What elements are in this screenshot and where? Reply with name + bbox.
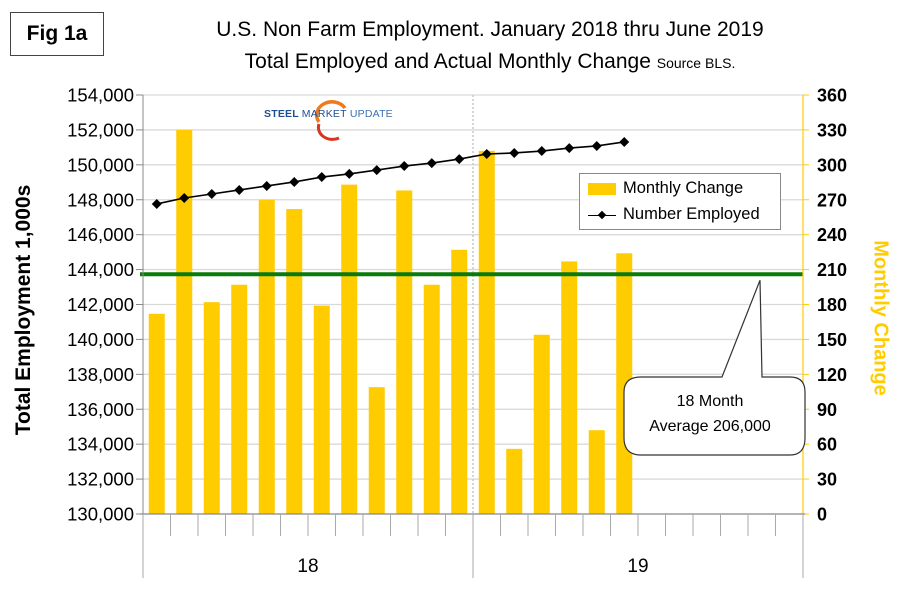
right-tick-label: 30: [817, 470, 837, 490]
bar-monthly-change: [176, 129, 193, 514]
legend-label: Monthly Change: [623, 179, 744, 197]
steel-market-update-logo: STEEL MARKET UPDATE: [264, 108, 393, 120]
bar-monthly-change: [533, 334, 550, 514]
line-marker-diamond: [591, 140, 602, 151]
line-marker-diamond: [454, 154, 465, 165]
bar-monthly-change: [451, 249, 468, 514]
figure-label: Fig 1a: [10, 12, 104, 56]
right-tick-label: 270: [817, 190, 847, 210]
left-tick-label: 134,000: [67, 434, 134, 455]
line-marker-diamond: [619, 136, 630, 147]
right-tick-label: 180: [817, 295, 847, 315]
line-marker-diamond: [536, 146, 547, 157]
bar-monthly-change: [478, 150, 495, 514]
left-tick-label: 140,000: [67, 329, 134, 350]
bar-monthly-change: [286, 209, 303, 515]
line-marker-diamond: [426, 158, 437, 169]
line-marker-diamond: [316, 172, 327, 183]
logo-word-market: MARKET: [301, 108, 347, 120]
chart-subtitle-text: Total Employed and Actual Monthly Change: [244, 50, 651, 73]
right-tick-label: 0: [817, 505, 827, 525]
x-group-label: 19: [627, 556, 648, 577]
legend: Monthly Change Number Employed: [579, 173, 781, 230]
right-tick-label: 330: [817, 120, 847, 140]
bar-monthly-change: [313, 305, 330, 514]
line-marker-diamond: [481, 149, 492, 160]
bar-monthly-change: [341, 184, 358, 514]
line-number-employed: [156, 141, 625, 205]
bar-monthly-change: [423, 284, 440, 514]
legend-line-diamond-icon: [588, 209, 616, 221]
line-marker-diamond: [234, 184, 245, 195]
left-tick-label: 144,000: [67, 259, 134, 280]
bar-monthly-change: [396, 190, 413, 514]
x-group-label: 18: [297, 556, 318, 577]
average-callout-text: 18 Month Average 206,000: [624, 389, 796, 439]
left-tick-label: 148,000: [67, 189, 134, 210]
chart-subtitle: Total Employed and Actual Monthly Change…: [140, 50, 840, 74]
line-marker-diamond: [371, 165, 382, 176]
line-marker-diamond: [179, 193, 190, 204]
callout-line-2: Average 206,000: [649, 418, 771, 435]
right-tick-label: 120: [817, 365, 847, 385]
right-tick-label: 240: [817, 225, 847, 245]
bar-monthly-change: [231, 284, 248, 514]
right-tick-label: 150: [817, 330, 847, 350]
line-marker-diamond: [151, 198, 162, 209]
bar-monthly-change: [148, 313, 165, 514]
left-tick-label: 132,000: [67, 469, 134, 490]
legend-item-monthly-change: Monthly Change: [588, 179, 743, 198]
line-marker-diamond: [261, 180, 272, 191]
logo-word-steel: STEEL: [264, 108, 299, 120]
line-marker-diamond: [289, 176, 300, 187]
line-marker-diamond: [344, 168, 355, 179]
left-tick-label: 152,000: [67, 119, 134, 140]
logo-word-update: UPDATE: [349, 108, 393, 120]
right-tick-label: 360: [817, 86, 847, 106]
bar-monthly-change: [258, 199, 275, 514]
average-callout-bubble: [623, 280, 806, 456]
logo-arc-icon: [316, 123, 340, 141]
legend-item-number-employed: Number Employed: [588, 205, 760, 224]
right-tick-label: 60: [817, 435, 837, 455]
source-note: Source BLS.: [656, 55, 736, 71]
callout-line-1: 18 Month: [676, 393, 744, 410]
bar-monthly-change: [506, 448, 523, 514]
legend-label: Number Employed: [623, 205, 760, 223]
left-tick-label: 146,000: [67, 224, 134, 245]
right-tick-label: 300: [817, 155, 847, 175]
logo-arc-icon: [314, 100, 347, 124]
bar-monthly-change: [203, 302, 220, 514]
right-tick-label: 210: [817, 260, 847, 280]
legend-bar-swatch: [588, 182, 616, 195]
bar-monthly-change: [588, 430, 605, 514]
left-axis-title: Total Employment 1,000s: [12, 184, 35, 436]
left-tick-label: 130,000: [67, 504, 134, 525]
line-marker-diamond: [509, 147, 520, 158]
bar-monthly-change: [368, 387, 385, 514]
bar-monthly-change: [561, 261, 578, 514]
line-marker-diamond: [399, 161, 410, 172]
line-marker-diamond: [564, 143, 575, 154]
chart-title: U.S. Non Farm Employment. January 2018 t…: [216, 18, 764, 41]
left-tick-label: 150,000: [67, 154, 134, 175]
left-tick-label: 154,000: [67, 85, 134, 106]
right-axis-title: Monthly Change: [869, 240, 892, 396]
left-tick-label: 136,000: [67, 399, 134, 420]
left-tick-label: 142,000: [67, 294, 134, 315]
left-tick-label: 138,000: [67, 364, 134, 385]
right-tick-label: 90: [817, 400, 837, 420]
line-marker-diamond: [206, 188, 217, 199]
